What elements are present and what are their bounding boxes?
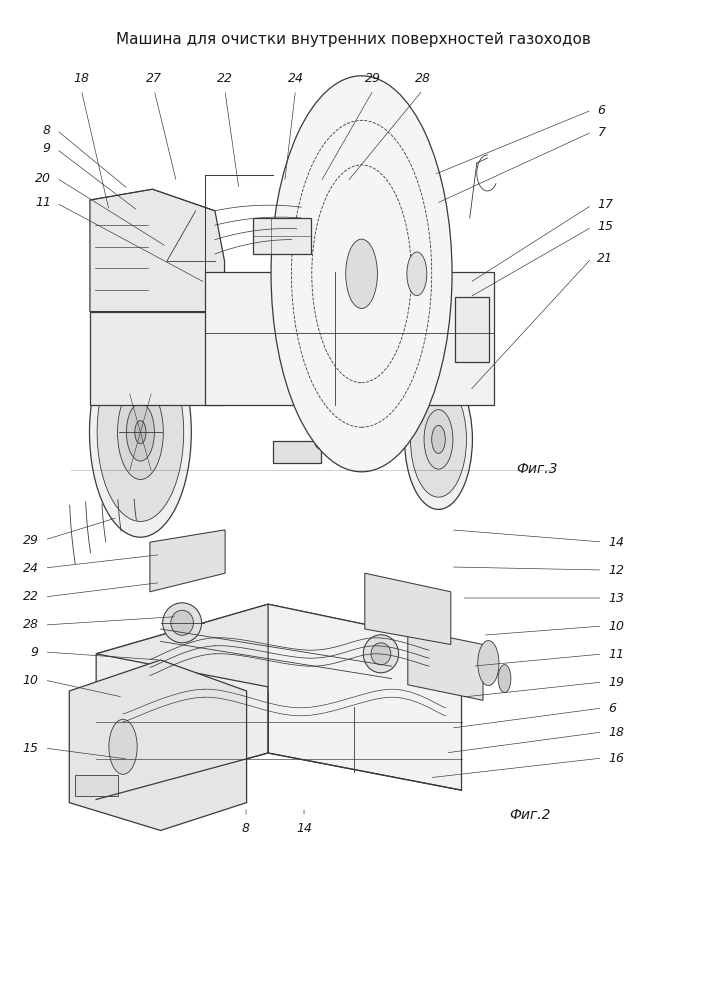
Text: 15: 15: [597, 221, 614, 233]
Ellipse shape: [371, 643, 391, 665]
Ellipse shape: [97, 343, 184, 521]
Text: 9: 9: [43, 142, 51, 155]
Text: Машина для очистки внутренних поверхностей газоходов: Машина для очистки внутренних поверхност…: [116, 32, 591, 47]
Text: 10: 10: [608, 619, 624, 633]
Polygon shape: [69, 660, 247, 830]
Ellipse shape: [407, 252, 427, 296]
Text: Фиг.3: Фиг.3: [516, 462, 558, 476]
Text: 11: 11: [35, 196, 51, 210]
Text: 29: 29: [366, 72, 381, 85]
Text: 8: 8: [43, 123, 51, 136]
Ellipse shape: [478, 641, 499, 686]
Text: 14: 14: [608, 536, 624, 548]
Polygon shape: [150, 530, 225, 592]
Ellipse shape: [432, 425, 445, 453]
Ellipse shape: [163, 603, 201, 643]
Ellipse shape: [315, 429, 327, 449]
Text: 17: 17: [597, 198, 614, 212]
Text: 12: 12: [608, 564, 624, 576]
Polygon shape: [96, 604, 462, 691]
Ellipse shape: [346, 239, 378, 308]
Ellipse shape: [117, 385, 163, 479]
Text: 28: 28: [23, 618, 39, 632]
Text: 27: 27: [146, 72, 162, 85]
Ellipse shape: [271, 76, 452, 472]
Polygon shape: [90, 312, 225, 405]
Polygon shape: [268, 604, 462, 790]
Text: 9: 9: [31, 646, 39, 658]
Text: 24: 24: [288, 72, 303, 85]
Ellipse shape: [109, 719, 137, 774]
FancyBboxPatch shape: [273, 441, 321, 463]
Text: 20: 20: [35, 172, 51, 184]
Text: 18: 18: [608, 726, 624, 738]
Polygon shape: [90, 189, 225, 312]
Text: 6: 6: [608, 702, 616, 714]
Text: 15: 15: [23, 742, 39, 754]
Ellipse shape: [498, 665, 511, 693]
Text: 18: 18: [74, 72, 89, 85]
Text: 21: 21: [597, 251, 614, 264]
Text: 13: 13: [608, 591, 624, 604]
Text: 28: 28: [415, 72, 431, 85]
Ellipse shape: [127, 403, 154, 461]
Ellipse shape: [411, 382, 467, 497]
Polygon shape: [408, 629, 483, 700]
FancyBboxPatch shape: [455, 297, 489, 362]
Ellipse shape: [171, 610, 194, 635]
Ellipse shape: [90, 327, 192, 537]
Polygon shape: [365, 573, 451, 644]
Text: 7: 7: [597, 125, 605, 138]
FancyBboxPatch shape: [253, 218, 311, 254]
Polygon shape: [205, 272, 493, 405]
Text: 19: 19: [608, 676, 624, 688]
Text: 16: 16: [608, 752, 624, 764]
Text: 8: 8: [242, 822, 250, 835]
Ellipse shape: [404, 369, 472, 509]
Text: Фиг.2: Фиг.2: [509, 808, 551, 822]
Text: 14: 14: [296, 822, 312, 835]
Ellipse shape: [363, 635, 399, 673]
Ellipse shape: [135, 421, 146, 444]
Text: 11: 11: [608, 648, 624, 660]
Text: 10: 10: [23, 674, 39, 686]
Polygon shape: [96, 604, 268, 800]
Text: 24: 24: [23, 562, 39, 574]
FancyBboxPatch shape: [75, 775, 117, 796]
Text: 29: 29: [23, 534, 39, 546]
Ellipse shape: [424, 410, 453, 469]
Text: 22: 22: [217, 72, 233, 85]
Text: 22: 22: [23, 590, 39, 603]
Text: 6: 6: [597, 104, 605, 116]
